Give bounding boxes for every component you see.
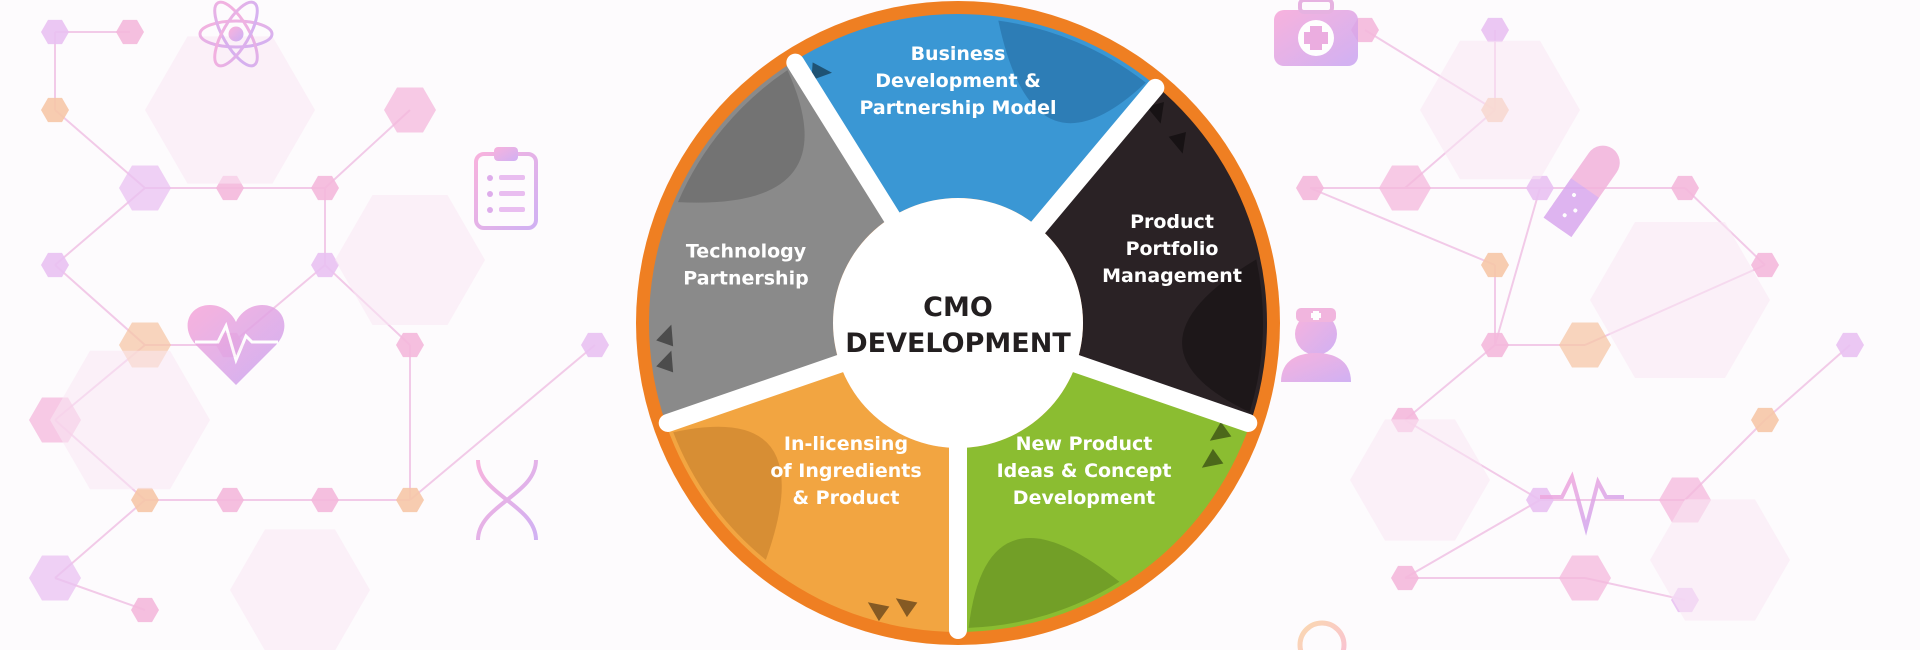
segment-label: Product Portfolio Management xyxy=(1102,211,1242,287)
segment-divider xyxy=(1026,78,1165,241)
segment-label-line: Partnership Model xyxy=(860,97,1057,119)
segment-label-line: Ideas & Concept xyxy=(997,460,1172,482)
hexagon-node xyxy=(581,332,609,358)
segment-label-line: Technology xyxy=(686,241,807,263)
hexagon-node xyxy=(1751,407,1779,433)
segment-shade xyxy=(673,426,782,560)
hexagon-node xyxy=(1526,487,1554,513)
segment-1: Business Development & Partnership Model xyxy=(784,14,1157,228)
triangle-arrow-icon xyxy=(1201,448,1224,468)
triangle-arrow-icon xyxy=(1168,131,1187,154)
segment-3: New Product Ideas & Concept Development xyxy=(958,363,1251,632)
segment-4: In-licensing of Ingredients & Product xyxy=(665,363,958,632)
hexagon-node xyxy=(1559,322,1611,368)
segment-label-line: & Product xyxy=(792,487,899,509)
hexagon-node xyxy=(335,195,485,325)
doctor-icon xyxy=(1281,308,1351,382)
triangle-arrow-icon xyxy=(656,350,674,373)
segment-label: Business Development & Partnership Model xyxy=(860,43,1057,119)
hexagon-node xyxy=(1379,165,1431,211)
segment-label-line: Development & xyxy=(875,70,1041,92)
hexagon-node xyxy=(131,597,159,623)
hexagon-node xyxy=(311,252,339,278)
hexagon-node xyxy=(1481,332,1509,358)
hexagon-node xyxy=(1590,222,1770,378)
hexagon-node xyxy=(396,332,424,358)
segment-label-line: Development xyxy=(1013,487,1155,509)
center-title: CMO xyxy=(923,292,993,323)
segment-label-line: Business xyxy=(911,43,1006,65)
heart-pulse-icon xyxy=(187,305,285,385)
hexagon-node xyxy=(1650,499,1790,621)
triangle-arrow-icon xyxy=(656,324,674,347)
segment-label-line: Portfolio xyxy=(1126,238,1219,260)
segment-shade xyxy=(677,70,805,203)
hexagon-node xyxy=(1481,17,1509,43)
atom-icon xyxy=(198,0,274,68)
hexagon-node xyxy=(50,350,210,490)
segment-label: In-licensing of Ingredients & Product xyxy=(770,433,921,509)
hexagon-node xyxy=(119,165,171,211)
dna-icon xyxy=(476,459,538,541)
hexagon-node xyxy=(396,487,424,513)
segment-divider xyxy=(786,53,904,231)
hexagon-node xyxy=(1559,555,1611,601)
hexagon-node xyxy=(131,487,159,513)
hexagon-node xyxy=(29,555,81,601)
hexagon-node xyxy=(41,252,69,278)
hexagon-node xyxy=(116,19,144,45)
triangle-arrow-icon xyxy=(895,598,918,618)
pulse-line-icon xyxy=(1540,471,1624,536)
triangle-arrow-icon xyxy=(867,602,890,622)
segment-shade xyxy=(968,538,1120,628)
segment-label-line: of Ingredients xyxy=(770,460,921,482)
hexagon-node xyxy=(1391,565,1419,591)
hexagon-node xyxy=(1350,419,1490,541)
hexagon-node xyxy=(384,87,436,133)
hexagon-node xyxy=(41,19,69,45)
hexagon-node xyxy=(1481,252,1509,278)
triangle-arrow-icon xyxy=(1209,421,1232,441)
segment-label: Technology Partnership xyxy=(683,241,808,290)
hexagon-node xyxy=(216,487,244,513)
center-disc xyxy=(833,198,1083,448)
hexagon-node xyxy=(1420,40,1580,180)
hexagon-node xyxy=(1836,332,1864,358)
triangle-arrow-icon xyxy=(1146,101,1165,124)
hexagon-node xyxy=(1296,175,1324,201)
hexagon-node xyxy=(1751,252,1779,278)
segment-label-line: Product xyxy=(1130,211,1214,233)
segment-label-line: In-licensing xyxy=(784,433,908,455)
first-aid-kit-icon xyxy=(1274,0,1358,66)
segment-label-line: Management xyxy=(1102,265,1242,287)
segment-shade xyxy=(1182,259,1263,413)
triangle-arrow-icon xyxy=(811,62,832,81)
hexagon-node xyxy=(311,487,339,513)
pill-capsule-icon xyxy=(1543,145,1620,238)
segment-shade xyxy=(998,20,1146,124)
segment-label-line: New Product xyxy=(1016,433,1153,455)
hexagon-node xyxy=(145,36,315,184)
clipboard-icon xyxy=(474,147,538,230)
stethoscope-icon xyxy=(1297,620,1347,650)
center-subtitle: DEVELOPMENT xyxy=(845,328,1071,359)
segment-label: New Product Ideas & Concept Development xyxy=(997,433,1172,509)
hexagon-node xyxy=(230,529,370,650)
segment-5: Technology Partnership xyxy=(649,60,892,424)
segment-label-line: Partnership xyxy=(683,268,808,290)
hexagon-node xyxy=(1671,175,1699,201)
hexagon-node xyxy=(311,175,339,201)
hexagon-node xyxy=(1526,175,1554,201)
segment-divider xyxy=(1062,353,1258,432)
segment-divider xyxy=(658,353,854,432)
hexagon-node xyxy=(41,97,69,123)
